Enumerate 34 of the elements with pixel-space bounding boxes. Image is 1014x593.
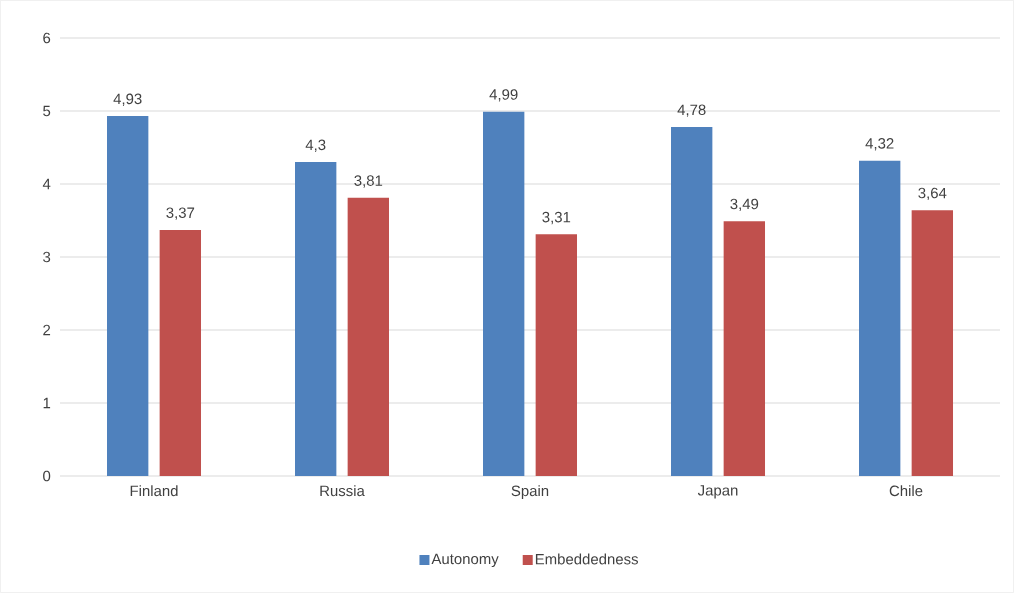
legend-label: Autonomy	[431, 553, 499, 568]
data-label: 4,93	[113, 93, 142, 106]
y-tick-label: 5	[43, 105, 51, 117]
bar	[295, 162, 337, 476]
bar	[107, 116, 149, 476]
x-tick-label: Russia	[320, 485, 365, 497]
bar	[535, 234, 577, 476]
bar	[859, 160, 901, 476]
bar	[483, 111, 525, 476]
bar	[347, 197, 389, 476]
bar	[159, 229, 201, 476]
bar	[671, 127, 713, 476]
bar	[723, 221, 766, 476]
data-label: 3,64	[918, 187, 947, 201]
y-tick-label: 3	[43, 251, 51, 263]
x-tick-label: Finland	[130, 485, 178, 497]
data-label: 4,99	[489, 89, 518, 102]
x-tick-label: Spain	[511, 485, 549, 500]
x-tick-label: Japan	[697, 485, 738, 499]
y-tick-label: 1	[43, 397, 51, 409]
data-label: 3,49	[730, 198, 759, 212]
bar	[911, 210, 954, 476]
data-label: 3,81	[354, 175, 383, 188]
y-tick-label: 0	[43, 470, 51, 482]
x-tick-label: Chile	[889, 485, 923, 497]
data-label: 4,78	[677, 104, 706, 117]
data-label: 3,37	[166, 207, 195, 220]
data-label: 4,32	[865, 138, 894, 151]
data-label: 3,31	[542, 211, 571, 225]
y-tick-label: 2	[43, 324, 51, 336]
data-label: 4,3	[305, 139, 326, 152]
y-tick-label: 6	[43, 32, 51, 44]
y-tick-label: 4	[42, 178, 51, 190]
legend-label: Embeddedness	[535, 553, 638, 565]
